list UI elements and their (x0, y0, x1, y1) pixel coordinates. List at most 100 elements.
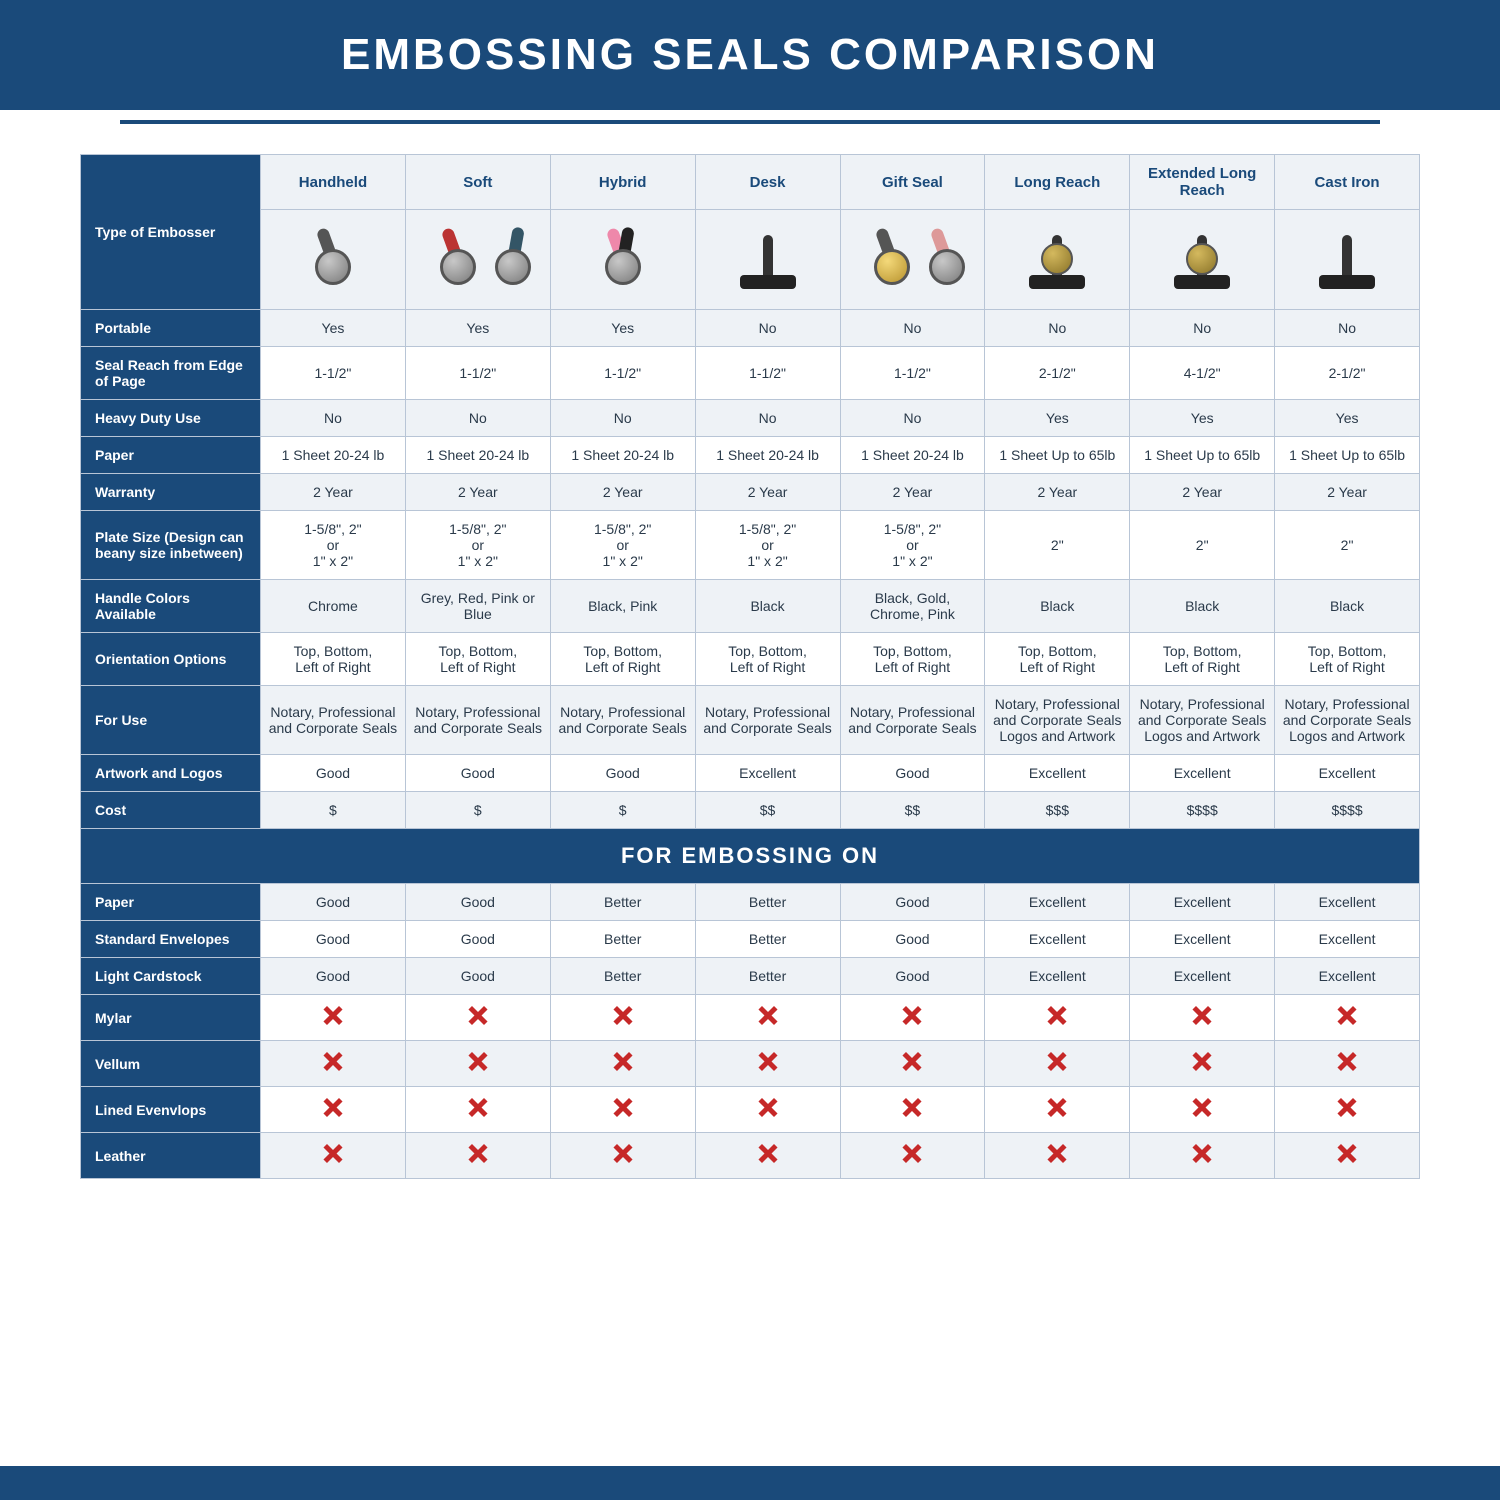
cell: Excellent (1130, 884, 1275, 921)
row-label: Handle Colors Available (81, 580, 261, 633)
row-label: Plate Size (Design can beany size inbetw… (81, 511, 261, 580)
table-row: Mylar (81, 995, 1420, 1041)
cell: 1-1/2" (840, 347, 985, 400)
row-label: Mylar (81, 995, 261, 1041)
embosser-icon (840, 210, 985, 310)
cell: No (405, 400, 550, 437)
cell: $ (550, 792, 695, 829)
cell: Notary, Professional and Corporate Seals… (985, 686, 1130, 755)
cell: No (695, 400, 840, 437)
x-icon (757, 1097, 779, 1119)
x-icon (1046, 1143, 1068, 1165)
cell (550, 1041, 695, 1087)
cell: No (985, 310, 1130, 347)
cell: Better (550, 958, 695, 995)
col-head: Extended Long Reach (1130, 155, 1275, 210)
table-row: Orientation OptionsTop, Bottom,Left of R… (81, 633, 1420, 686)
cell: Top, Bottom,Left of Right (550, 633, 695, 686)
embosser-icon (405, 210, 550, 310)
cell (405, 995, 550, 1041)
cell: Black (1275, 580, 1420, 633)
cell: Black (985, 580, 1130, 633)
cell: Top, Bottom,Left of Right (1275, 633, 1420, 686)
table-row: Standard EnvelopesGoodGoodBetterBetterGo… (81, 921, 1420, 958)
table-row: Vellum (81, 1041, 1420, 1087)
cell (550, 995, 695, 1041)
cell (840, 1087, 985, 1133)
cell (261, 1041, 406, 1087)
x-icon (757, 1051, 779, 1073)
cell: 2-1/2" (1275, 347, 1420, 400)
cell: Excellent (1275, 958, 1420, 995)
embosser-icon (985, 210, 1130, 310)
cell: No (840, 400, 985, 437)
cell: Yes (985, 400, 1130, 437)
cell (695, 995, 840, 1041)
cell (1275, 1133, 1420, 1179)
cell (261, 1087, 406, 1133)
cell: 1 Sheet 20-24 lb (840, 437, 985, 474)
row-label: Paper (81, 884, 261, 921)
table-row: Paper1 Sheet 20-24 lb1 Sheet 20-24 lb1 S… (81, 437, 1420, 474)
cell: 4-1/2" (1130, 347, 1275, 400)
cell: 1-1/2" (405, 347, 550, 400)
cell: No (1130, 310, 1275, 347)
cell: Notary, Professional and Corporate Seals… (1130, 686, 1275, 755)
table-row: Cost$$$$$$$$$$$$$$$$$$ (81, 792, 1420, 829)
cell (1130, 995, 1275, 1041)
cell: 1-5/8", 2"or1" x 2" (550, 511, 695, 580)
x-icon (612, 1051, 634, 1073)
cell: Better (695, 884, 840, 921)
cell: No (550, 400, 695, 437)
cell: Good (840, 921, 985, 958)
table-row: Plate Size (Design can beany size inbetw… (81, 511, 1420, 580)
cell: Good (550, 755, 695, 792)
cell (840, 1133, 985, 1179)
cell: Good (840, 755, 985, 792)
cell: Excellent (1130, 921, 1275, 958)
cell: 2 Year (261, 474, 406, 511)
cell: 2 Year (1130, 474, 1275, 511)
cell: Top, Bottom,Left of Right (261, 633, 406, 686)
cell: Top, Bottom,Left of Right (840, 633, 985, 686)
row-label: Cost (81, 792, 261, 829)
x-icon (467, 1143, 489, 1165)
cell: Excellent (985, 884, 1130, 921)
row-label: For Use (81, 686, 261, 755)
header-row: Type of Embosser Handheld Soft Hybrid De… (81, 155, 1420, 210)
table-row: Seal Reach from Edge of Page1-1/2"1-1/2"… (81, 347, 1420, 400)
embosser-icon (1130, 210, 1275, 310)
cell: 1-1/2" (261, 347, 406, 400)
x-icon (1191, 1005, 1213, 1027)
table-row: Leather (81, 1133, 1420, 1179)
cell: Good (261, 755, 406, 792)
cell: Top, Bottom,Left of Right (1130, 633, 1275, 686)
cell: Good (405, 884, 550, 921)
page-title: EMBOSSING SEALS COMPARISON (0, 0, 1500, 110)
x-icon (901, 1051, 923, 1073)
cell: Yes (261, 310, 406, 347)
cell (840, 1041, 985, 1087)
cell: Excellent (695, 755, 840, 792)
cell: Good (261, 884, 406, 921)
cell (1130, 1041, 1275, 1087)
cell (985, 995, 1130, 1041)
x-icon (467, 1097, 489, 1119)
cell (405, 1041, 550, 1087)
cell: Better (695, 958, 840, 995)
table-row: Lined Evenvlops (81, 1087, 1420, 1133)
divider-wrap (0, 110, 1500, 124)
cell: Black (1130, 580, 1275, 633)
embosser-icon (1275, 210, 1420, 310)
cell (1275, 1041, 1420, 1087)
cell (1275, 1087, 1420, 1133)
row-label: Light Cardstock (81, 958, 261, 995)
cell: Grey, Red, Pink or Blue (405, 580, 550, 633)
cell: Yes (405, 310, 550, 347)
cell: Better (550, 884, 695, 921)
cell: 2 Year (840, 474, 985, 511)
cell: Top, Bottom,Left of Right (405, 633, 550, 686)
footer-bar (0, 1466, 1500, 1500)
cell (1130, 1087, 1275, 1133)
row-label: Standard Envelopes (81, 921, 261, 958)
